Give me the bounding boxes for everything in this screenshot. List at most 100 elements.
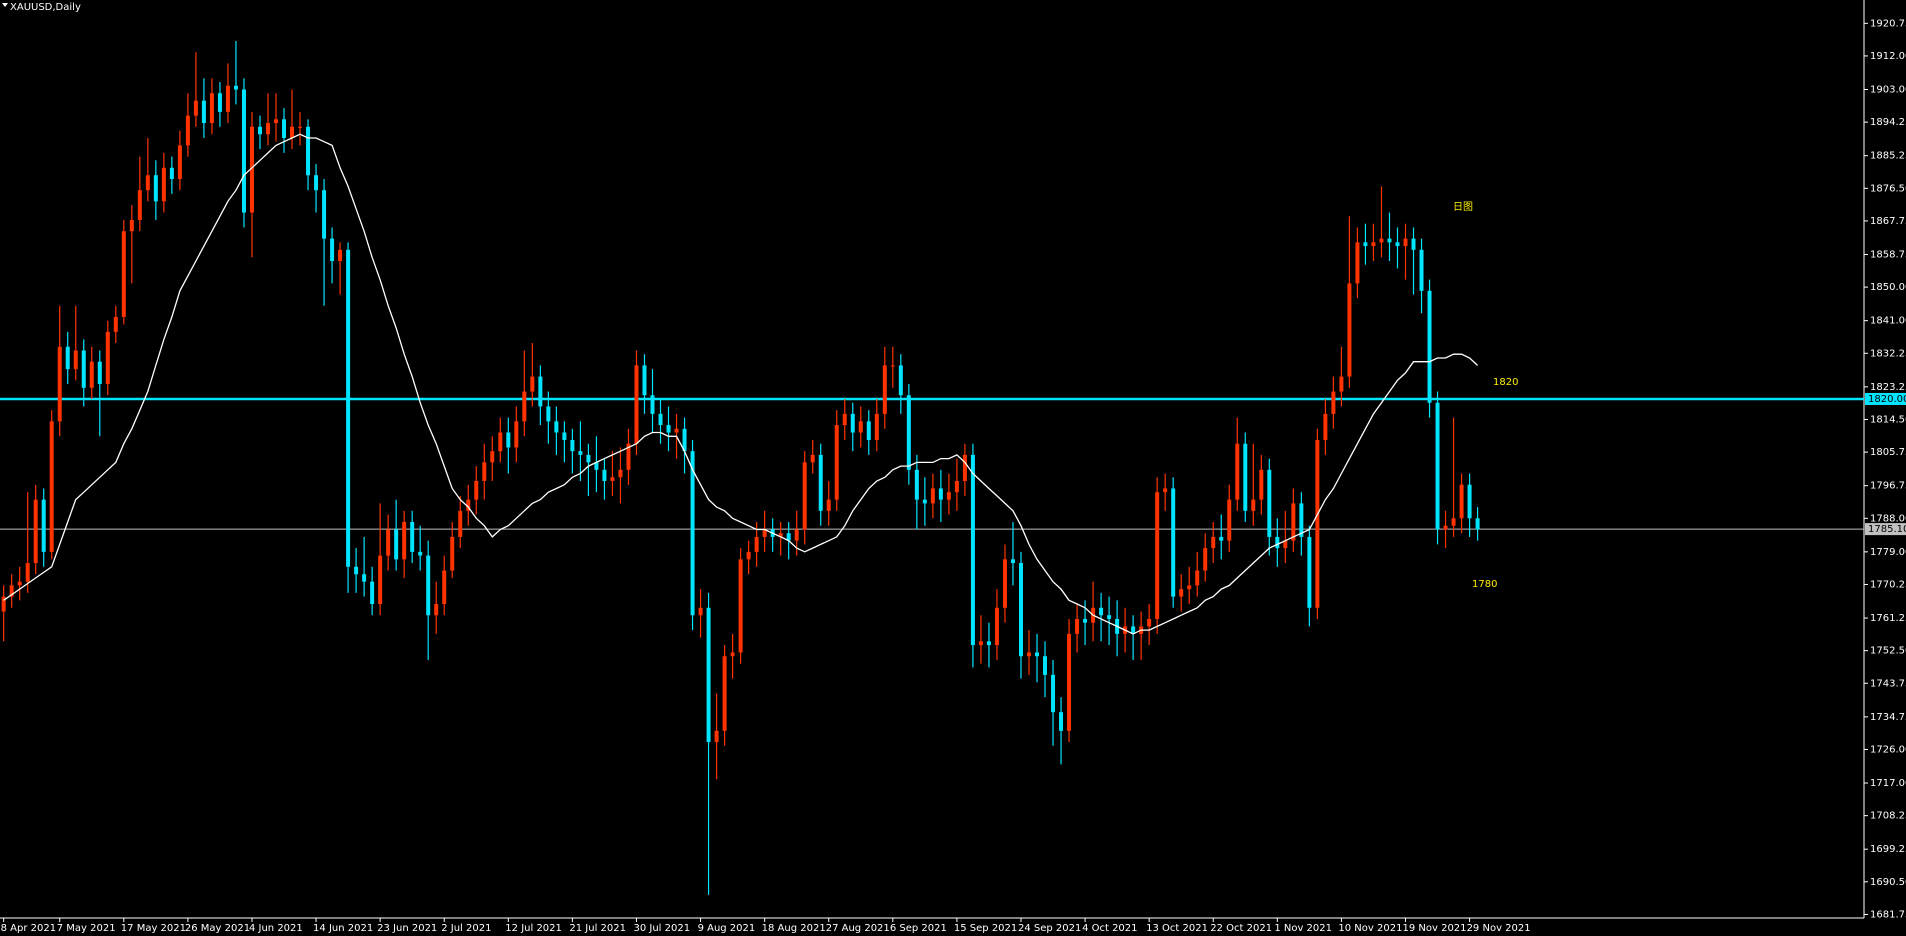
candle-body bbox=[113, 316, 118, 332]
candle-body bbox=[1171, 488, 1176, 597]
y-tick-label: 1885.25 bbox=[1870, 151, 1906, 162]
candle-body bbox=[930, 488, 935, 504]
candle-body bbox=[698, 607, 703, 616]
candle-body bbox=[994, 607, 999, 646]
candle-body bbox=[450, 536, 455, 571]
candle-body bbox=[418, 551, 423, 556]
candle-body bbox=[426, 555, 431, 616]
candle-body bbox=[378, 555, 383, 605]
candle-body bbox=[986, 641, 991, 646]
candle-body bbox=[314, 175, 319, 191]
candle-body bbox=[354, 566, 359, 575]
candle-body bbox=[1459, 484, 1464, 519]
candle-body bbox=[562, 432, 567, 440]
x-tick-label: 15 Sep 2021 bbox=[954, 923, 1017, 934]
candle-body bbox=[402, 522, 407, 560]
candle-body bbox=[81, 350, 86, 388]
x-tick-label: 4 Jun 2021 bbox=[249, 923, 303, 934]
x-tick-label: 7 May 2021 bbox=[57, 923, 116, 934]
y-tick-label: 1734.75 bbox=[1870, 712, 1906, 723]
candle-body bbox=[265, 123, 270, 135]
candle-body bbox=[1010, 559, 1015, 564]
x-tick-label: 17 May 2021 bbox=[121, 923, 186, 934]
candle-body bbox=[794, 529, 799, 541]
annotation: 1820 bbox=[1493, 377, 1518, 388]
candle-body bbox=[1251, 499, 1256, 511]
moving-average bbox=[3, 133, 1479, 635]
price-label: 1785.10 bbox=[1868, 524, 1906, 535]
candle-body bbox=[1299, 503, 1304, 537]
candle-body bbox=[217, 93, 222, 112]
candle-body bbox=[41, 499, 46, 552]
x-tick-label: 1 Nov 2021 bbox=[1274, 923, 1332, 934]
candle-body bbox=[834, 425, 839, 500]
candle-body bbox=[1026, 652, 1031, 657]
candle-body bbox=[818, 454, 823, 511]
candle-body bbox=[49, 421, 54, 552]
candle-body bbox=[1035, 652, 1040, 657]
x-tick-label: 21 Jul 2021 bbox=[569, 923, 626, 934]
x-tick-label: 27 Aug 2021 bbox=[826, 923, 890, 934]
x-tick-label: 23 Jun 2021 bbox=[377, 923, 437, 934]
y-tick-label: 1681.75 bbox=[1870, 909, 1906, 920]
candle-body bbox=[626, 443, 631, 470]
candle-body bbox=[970, 454, 975, 646]
candle-body bbox=[1, 596, 6, 612]
candle-body bbox=[762, 529, 767, 537]
candle-body bbox=[282, 119, 287, 138]
candle-body bbox=[362, 574, 367, 582]
candle-body bbox=[145, 175, 150, 191]
candle-body bbox=[842, 413, 847, 426]
y-tick-label: 1858.75 bbox=[1870, 249, 1906, 260]
candle-body bbox=[1203, 548, 1208, 571]
y-tick-label: 1717.00 bbox=[1870, 778, 1906, 789]
candle-body bbox=[1339, 376, 1344, 392]
candle-body bbox=[1075, 618, 1080, 634]
candle-body bbox=[538, 376, 543, 407]
candle-body bbox=[658, 413, 663, 426]
x-tick-label: 26 May 2021 bbox=[185, 923, 250, 934]
candle-body bbox=[1267, 469, 1272, 537]
y-tick-label: 1850.00 bbox=[1870, 282, 1906, 293]
candle-body bbox=[586, 454, 591, 463]
candle-body bbox=[1355, 242, 1360, 284]
candle-body bbox=[153, 175, 158, 202]
y-tick-label: 1743.75 bbox=[1870, 678, 1906, 689]
candle-body bbox=[225, 85, 230, 112]
y-tick-label: 1761.25 bbox=[1870, 613, 1906, 624]
candle-body bbox=[193, 100, 198, 116]
candle-body bbox=[249, 126, 254, 213]
candle-body bbox=[1227, 499, 1232, 541]
candle-body bbox=[778, 533, 783, 537]
candle-body bbox=[209, 93, 214, 124]
candle-body bbox=[642, 365, 647, 396]
candle-body bbox=[874, 413, 879, 440]
candle-body bbox=[298, 126, 303, 128]
x-tick-label: 13 Oct 2021 bbox=[1146, 923, 1208, 934]
price-label-box bbox=[1865, 523, 1906, 536]
candle-body bbox=[546, 406, 551, 422]
candle-body bbox=[442, 570, 447, 605]
candle-body bbox=[1259, 469, 1264, 500]
candle-body bbox=[233, 85, 238, 90]
candle-body bbox=[978, 641, 983, 646]
candle-body bbox=[858, 421, 863, 433]
candle-body bbox=[185, 115, 190, 146]
candle-body bbox=[65, 346, 70, 370]
candle-body bbox=[938, 488, 943, 500]
candle-body bbox=[1387, 238, 1392, 243]
candle-body bbox=[954, 480, 959, 493]
candle-body bbox=[1163, 488, 1168, 493]
y-tick-label: 1752.50 bbox=[1870, 646, 1906, 657]
candle-body bbox=[602, 469, 607, 481]
candle-body bbox=[346, 249, 351, 567]
candle-body bbox=[730, 652, 735, 657]
candle-body bbox=[1147, 618, 1152, 627]
x-tick-label: 2 Jul 2021 bbox=[441, 923, 491, 934]
candle-body bbox=[714, 730, 719, 743]
candle-body bbox=[962, 454, 967, 481]
y-tick-label: 1814.50 bbox=[1870, 414, 1906, 425]
candle-body bbox=[169, 167, 174, 179]
candle-body bbox=[1331, 391, 1336, 414]
